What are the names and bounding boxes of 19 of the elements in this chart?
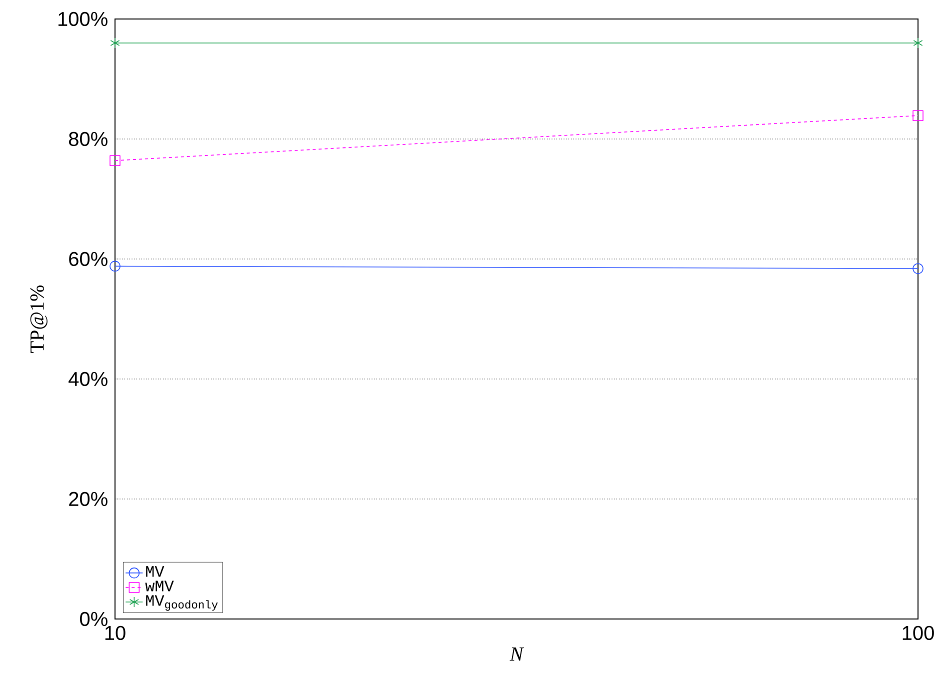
y-tick-label: 80% (68, 132, 108, 146)
y-axis-title: TP@1% (30, 285, 48, 353)
y-tick-label: 0% (80, 612, 108, 626)
y-tick-label: 100% (58, 12, 108, 26)
point (110, 155, 120, 166)
x-tick-label: 100 (902, 626, 934, 640)
y-tick-label: 20% (69, 492, 108, 506)
x-tick-label: 10 (105, 626, 126, 640)
y-tick-label: 40% (68, 372, 108, 386)
legend-label: MV (146, 566, 164, 577)
y-tick-label: 60% (69, 252, 108, 266)
x-axis-title: N (510, 648, 524, 661)
point (912, 110, 924, 121)
point (110, 38, 120, 48)
point (913, 38, 923, 48)
point (110, 260, 120, 272)
legend-label: MV$_{goodonly}$ (146, 595, 218, 611)
legend-label: wMV (145, 580, 174, 592)
point (912, 263, 924, 274)
